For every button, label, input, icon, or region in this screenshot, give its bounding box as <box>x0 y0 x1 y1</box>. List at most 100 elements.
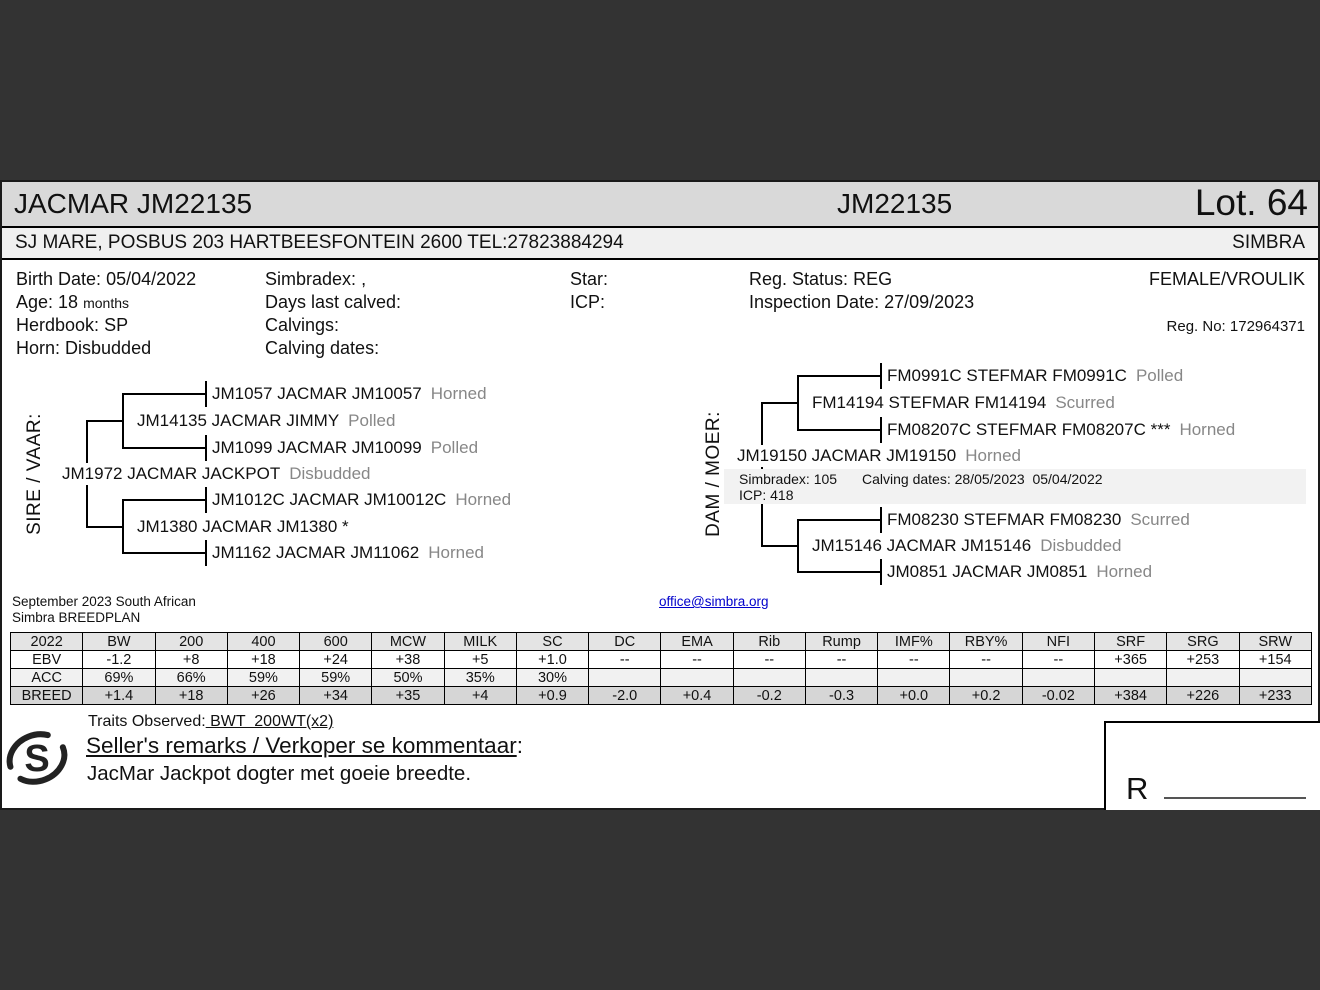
value-cell: 35% <box>443 668 517 687</box>
breedplan-heading-line2: Simbra BREEDPLAN <box>12 610 141 625</box>
horn-status: Horned <box>965 446 1021 465</box>
column-header: IMF% <box>877 632 951 651</box>
value-cell: -0.02 <box>1021 686 1095 705</box>
field-calving-dates: Calving dates: <box>265 338 379 359</box>
animal-name: JM14135 JACMAR JIMMY <box>137 411 340 430</box>
field-sex: FEMALE/VROULIK <box>1148 269 1305 289</box>
field-label: Days last calved: <box>265 292 402 312</box>
traits-value: BWT 200WT(x2) <box>205 713 334 730</box>
value-cell: +5 <box>443 650 517 669</box>
horn-status: Horned <box>455 490 512 509</box>
tree-line <box>880 559 882 585</box>
field-herdbook: Herdbook: SP <box>16 315 128 336</box>
price-write-in-line <box>1164 797 1306 799</box>
pedigree-entry-dam-grandsire: FM14194 STEFMAR FM14194 Scurred <box>812 392 1115 414</box>
animal-name: FM14194 STEFMAR FM14194 <box>812 393 1047 412</box>
column-header: Rib <box>732 632 806 651</box>
value-cell: +18 <box>226 650 301 669</box>
tree-line <box>761 545 799 547</box>
value-cell: +26 <box>226 686 301 705</box>
pedigree-entry-dam-gs-dam: FM08207C STEFMAR FM08207C *** Horned <box>887 419 1235 441</box>
dam-calving-dates: Calving dates: 28/05/2023 05/04/2022 <box>862 471 1103 487</box>
value-cell <box>1021 668 1095 687</box>
logo-letter: S <box>24 738 49 780</box>
field-value: Disbudded <box>65 338 152 358</box>
animal-name: JM1162 JACMAR JM11062 <box>212 543 420 562</box>
column-header: SC <box>515 632 590 651</box>
value-cell: 69% <box>82 668 156 687</box>
row-label: BREED <box>9 686 84 705</box>
field-icp: ICP: <box>570 292 605 313</box>
value-cell: -0.3 <box>804 686 879 705</box>
tree-line <box>205 540 207 566</box>
field-value: REG <box>853 269 893 289</box>
value-cell: -- <box>949 650 1023 669</box>
catalog-page: JACMAR JM22135 JM22135 Lot. 64 SJ MARE, … <box>0 180 1320 810</box>
field-label: Inspection Date: <box>749 292 880 312</box>
value-cell: -0.2 <box>732 686 806 705</box>
value-cell <box>1166 668 1240 687</box>
pedigree-entry-dam-gd-dam: JM0851 JACMAR JM0851 Horned <box>887 561 1152 583</box>
value-cell <box>804 668 879 687</box>
field-label: ICP: <box>570 292 606 312</box>
field-label: Horn: <box>16 338 61 358</box>
field-label: Reg. Status: <box>749 269 849 289</box>
value-cell: +365 <box>1093 650 1168 669</box>
horn-status: Horned <box>430 384 487 403</box>
value-cell: +4 <box>443 686 517 705</box>
column-header: SRW <box>1238 632 1313 651</box>
field-horn: Horn: Disbudded <box>16 338 151 359</box>
column-header: MILK <box>443 632 517 651</box>
value-cell: +24 <box>299 650 373 669</box>
pedigree-entry-sire-gs-sire: JM1057 JACMAR JM10057 Horned <box>212 383 487 405</box>
tree-line <box>797 429 881 431</box>
tree-line <box>122 552 206 554</box>
value-cell: 50% <box>371 668 445 687</box>
horn-status: Horned <box>1096 562 1153 581</box>
column-header: RBY% <box>949 632 1023 651</box>
value-cell: -2.0 <box>588 686 662 705</box>
tree-line <box>797 571 881 573</box>
value-cell <box>660 668 734 687</box>
tree-line <box>880 363 882 389</box>
traits-label: Traits Observed: <box>88 713 206 730</box>
tree-line <box>761 402 799 404</box>
seller-remarks-heading: Seller's remarks / Verkoper se kommentaa… <box>86 733 523 759</box>
tree-line <box>880 417 882 443</box>
horn-status: Polled <box>430 438 479 457</box>
traits-observed: Traits Observed: BWT 200WT(x2) <box>88 713 333 731</box>
value-cell: +154 <box>1238 650 1313 669</box>
value-cell: +18 <box>154 686 228 705</box>
pedigree-entry-sire-grandsire: JM14135 JACMAR JIMMY Polled <box>137 410 395 432</box>
field-label: Age: <box>16 292 54 312</box>
breedplan-table: 2022 BW 200 400 600 MCW MILK SC DC EMA Rib Rump IMF%… <box>9 632 1313 705</box>
field-label: Calving dates: <box>265 338 380 358</box>
value-cell: +0.9 <box>515 686 590 705</box>
animal-name: JM0851 JACMAR JM0851 <box>887 562 1088 581</box>
animal-name: FM08207C STEFMAR FM08207C *** <box>887 420 1171 439</box>
column-header: 2022 <box>9 632 84 651</box>
remarks-colon: : <box>516 733 523 758</box>
value-cell <box>1238 668 1313 687</box>
tree-line <box>797 375 881 377</box>
field-value: 18 <box>58 292 79 312</box>
dam-performance-note: Simbradex: 105 Calving dates: 28/05/2023… <box>724 469 1306 504</box>
horn-status: Horned <box>428 543 484 562</box>
field-reg-no: Reg. No: 172964371 <box>1167 318 1305 335</box>
field-label: Star: <box>570 269 609 289</box>
pedigree-entry-sire-gd-dam: JM1162 JACMAR JM11062 Horned <box>212 542 484 564</box>
tree-line <box>86 526 124 528</box>
tree-line <box>205 381 207 407</box>
value-cell: -- <box>1021 650 1095 669</box>
value-cell: -- <box>660 650 734 669</box>
animal-name: FM08230 STEFMAR FM08230 <box>887 510 1122 529</box>
seller-info: SJ MARE, POSBUS 203 HARTBEESFONTEIN 2600… <box>15 232 624 253</box>
lot-number: Lot. 64 <box>1194 182 1308 223</box>
seller-bar: SJ MARE, POSBUS 203 HARTBEESFONTEIN 2600… <box>2 228 1318 260</box>
tree-line <box>205 487 207 513</box>
horn-status: Scurred <box>1130 510 1190 529</box>
field-value: 27/09/2023 <box>884 292 975 312</box>
email-link[interactable]: office@simbra.org <box>659 594 769 609</box>
column-header: 400 <box>226 632 301 651</box>
remarks-heading-text: Seller's remarks / Verkoper se kommentaa… <box>86 733 517 758</box>
